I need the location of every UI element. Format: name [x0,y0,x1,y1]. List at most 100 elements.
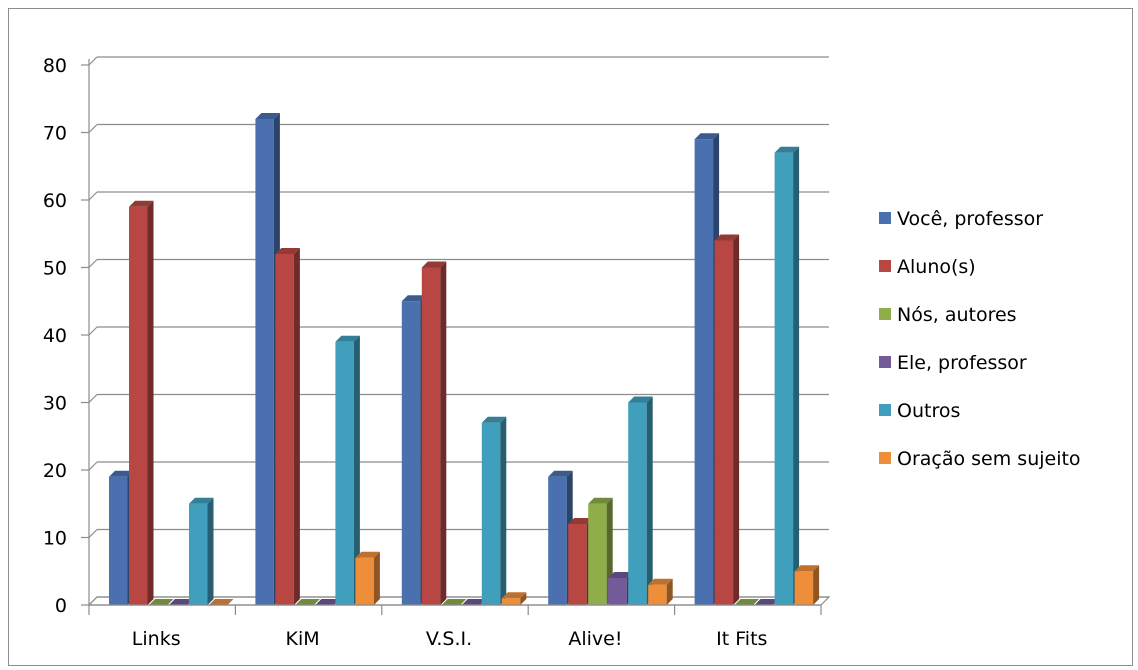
bar-front [714,240,734,605]
bar-top [608,572,633,578]
bar-top [421,261,447,268]
chart-frame: 0 10 20 30 40 50 60 70 80 Links KiM V.S.I. Alive! It… [8,8,1133,666]
bar-top [335,335,360,342]
bar-front [648,584,667,605]
x-tick-label: Links [132,628,181,650]
bar-top [275,248,300,254]
legend-swatch [879,404,891,416]
legend-item: Ele, professor [879,352,1027,374]
bar [794,565,820,605]
gridline-depth [88,124,98,133]
bar-front [355,557,374,605]
bar [714,234,740,605]
gridline-depth [88,191,98,201]
bar-front [608,578,627,605]
bar-top [774,146,800,153]
legend-swatch [879,308,891,320]
y-tick-label: 80 [43,55,67,77]
bar [421,261,447,605]
bar-side [646,396,653,605]
legend-item: Oração sem sujeito [879,448,1081,470]
x-tick-label: Alive! [568,628,622,650]
bar [275,248,300,605]
bar-top [209,599,234,605]
legend-label: Aluno(s) [897,256,976,278]
bar [355,551,380,605]
bar-top [255,113,280,119]
bar-top [588,497,613,504]
legend-swatch [879,260,891,272]
legend-item: Outros [879,400,960,422]
y-tick-label: 20 [43,460,67,482]
x-tick-label: It Fits [716,628,767,650]
bar [189,497,214,605]
bar-top [648,578,673,585]
bar-top [461,599,487,605]
bar-side [666,578,673,605]
x-tick-label: KiM [286,628,320,650]
y-tick-label: 50 [43,258,67,280]
gridline-depth [88,596,98,606]
bar-top [109,470,134,477]
bar [774,146,800,605]
legend-label: Ele, professor [897,352,1027,374]
bar-top [694,133,720,140]
axes [81,59,822,615]
bar-side [207,497,214,605]
bar-side [500,416,507,605]
legend-label: Você, professor [897,208,1043,230]
bar-top [734,599,760,605]
y-tick-label: 40 [43,325,67,347]
bar-top [754,599,780,605]
bar-side [813,565,820,605]
gridline-depth [88,394,98,403]
bar-top [149,599,174,605]
y-tick-label: 10 [43,528,67,550]
bar-side [147,200,154,605]
gridline-depth [88,259,98,268]
y-tick-label: 60 [43,190,67,212]
legend-label: Outros [897,400,960,422]
bar-side [793,146,800,605]
bar-side [733,234,740,605]
bar-front [628,402,647,605]
legend-swatch [879,212,891,224]
legend-item: Você, professor [879,208,1043,230]
bar-front [568,524,587,605]
bar-side [373,551,380,605]
bar-front [794,571,814,605]
y-axis-ticks: 0 10 20 30 40 50 60 70 80 [43,55,67,617]
legend-label: Nós, autores [897,304,1017,326]
bar-side [440,261,447,605]
y-tick-label: 70 [43,123,67,145]
bar-side [520,592,527,605]
bar-top [714,234,740,241]
bar-top [401,295,427,302]
x-axis-ticks: Links KiM V.S.I. Alive! It Fits [132,628,768,650]
x-tick-label: V.S.I. [426,628,472,650]
bar-front [548,476,567,605]
bar-top [568,518,593,524]
bar-front [129,206,148,605]
bar-front [335,341,354,605]
bars [109,113,820,606]
bar-front [694,139,714,605]
bar [648,578,673,605]
bar-front [275,254,294,605]
bar-front [109,476,128,605]
bar-front [501,598,521,605]
gridline-depth [88,529,98,538]
gridline-depth [88,56,98,66]
bar [335,335,360,605]
legend-swatch [879,356,891,368]
legend-label: Oração sem sujeito [897,448,1081,470]
bar-top [441,599,467,605]
bar-front [189,503,208,605]
gridline-depth [88,326,98,336]
bar-front [774,152,794,605]
legend-swatch [879,452,891,464]
bar-top [295,599,320,605]
bar-top [169,599,194,605]
gridline-depth [88,461,98,471]
bar [628,396,653,605]
